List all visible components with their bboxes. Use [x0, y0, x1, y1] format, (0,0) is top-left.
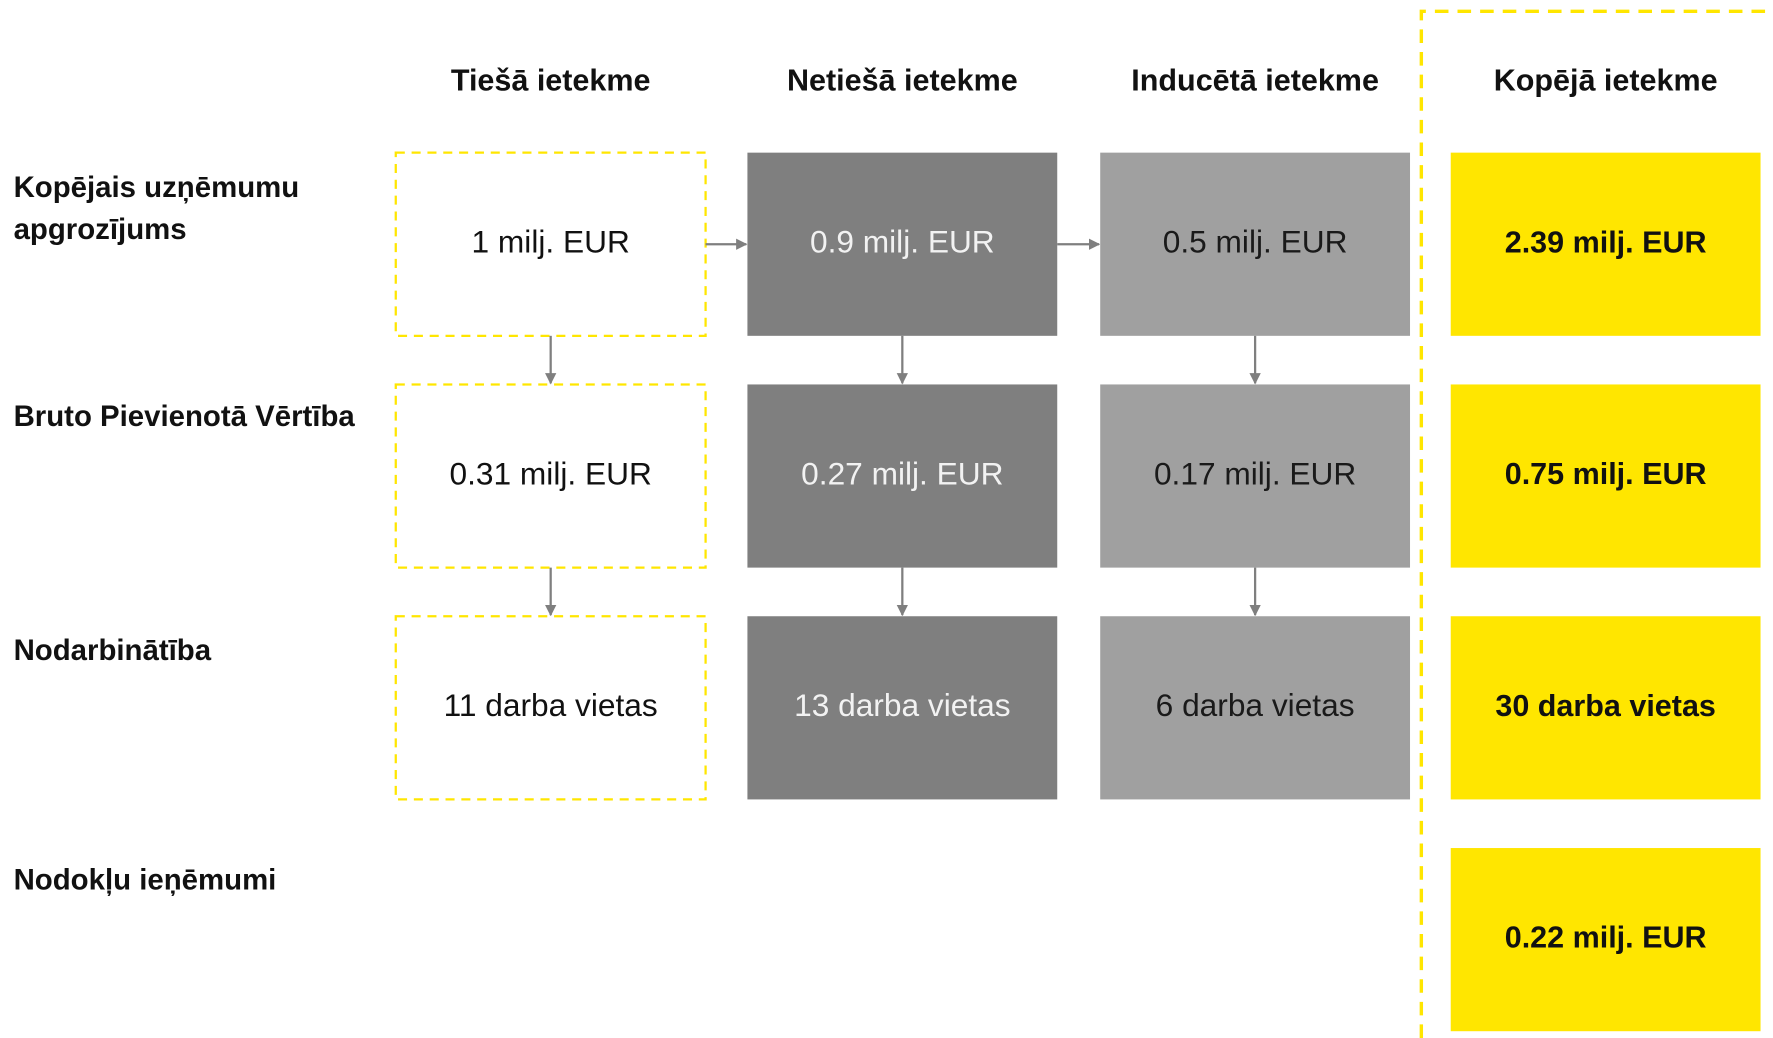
total-box — [1450, 152, 1761, 336]
impact-value: 0.31 milj. EUR — [450, 455, 652, 491]
impact-value: 11 darba vietas — [444, 687, 658, 723]
impact-box — [1100, 616, 1411, 800]
impact-value: 0.27 milj. EUR — [801, 455, 1003, 491]
impact-box — [747, 616, 1058, 800]
impact-box — [394, 383, 707, 569]
total-value: 0.22 milj. EUR — [1505, 921, 1707, 955]
total-value: 2.39 milj. EUR — [1505, 225, 1707, 259]
total-box — [1450, 616, 1761, 800]
row-label: Kopējais uzņēmumu — [14, 171, 300, 204]
impact-value: 0.17 milj. EUR — [1154, 455, 1356, 491]
impact-box — [747, 152, 1058, 336]
column-header: Tiešā ietekme — [451, 64, 651, 98]
row-label: Nodarbinātība — [14, 634, 212, 667]
impact-box — [747, 384, 1058, 568]
total-box — [1450, 848, 1761, 1032]
impact-value: 6 darba vietas — [1156, 687, 1355, 723]
impact-box — [394, 151, 707, 337]
column-header: Kopējā ietekme — [1494, 64, 1718, 98]
row-label: apgrozījums — [14, 213, 187, 246]
impact-value: 1 milj. EUR — [472, 224, 630, 260]
impact-box — [1100, 384, 1411, 568]
row-label: Bruto Pievienotā Vērtība — [14, 400, 356, 433]
impact-value: 0.5 milj. EUR — [1163, 224, 1348, 260]
total-frame — [1419, 9, 1773, 1038]
impact-value: 13 darba vietas — [794, 687, 1010, 723]
total-value: 30 darba vietas — [1495, 689, 1716, 723]
row-label: Nodokļu ieņēmumi — [14, 864, 277, 897]
impact-box — [394, 615, 707, 801]
column-header: Netiešā ietekme — [787, 64, 1018, 98]
column-header: Inducētā ietekme — [1131, 64, 1379, 98]
total-value: 0.75 milj. EUR — [1505, 457, 1707, 491]
impact-box — [1100, 152, 1411, 336]
impact-value: 0.9 milj. EUR — [810, 224, 995, 260]
total-box — [1450, 384, 1761, 568]
